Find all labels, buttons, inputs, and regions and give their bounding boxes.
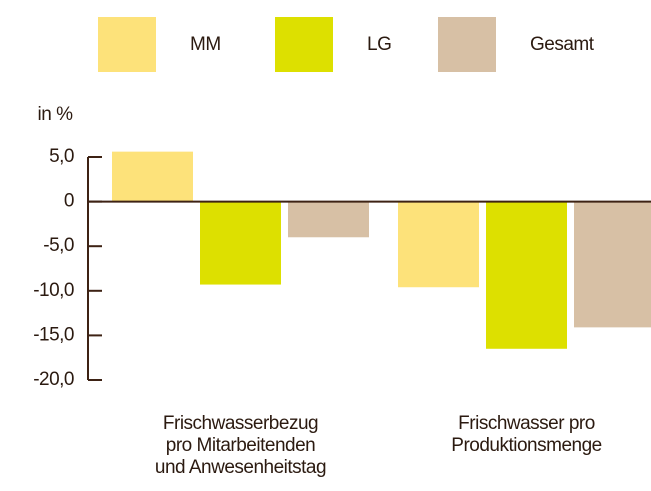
legend-label: MM [190, 34, 221, 55]
legend-swatch [275, 17, 333, 72]
bar [112, 151, 193, 202]
y-tick-label: -15,0 [33, 324, 74, 345]
legend-label: Gesamt [530, 34, 595, 55]
bar [398, 201, 479, 288]
legend-swatch [98, 17, 156, 72]
bar [200, 201, 281, 285]
bar [486, 201, 567, 349]
legend-label: LG [367, 34, 391, 55]
x-tick-label: Frischwasserbezug pro Mitarbeitenden und A… [155, 413, 326, 478]
y-tick-label: 5,0 [49, 146, 74, 167]
bar [574, 201, 651, 328]
y-tick-label: -10,0 [33, 280, 74, 301]
legend-swatch [438, 17, 496, 72]
y-tick-label: 0 [64, 191, 74, 212]
y-tick-label: -20,0 [33, 369, 74, 390]
bar [288, 201, 369, 238]
y-axis-label: in % [38, 104, 74, 125]
y-tick-label: -5,0 [43, 235, 74, 256]
x-tick-label: Frischwasser pro Produktionsmenge [451, 413, 601, 456]
